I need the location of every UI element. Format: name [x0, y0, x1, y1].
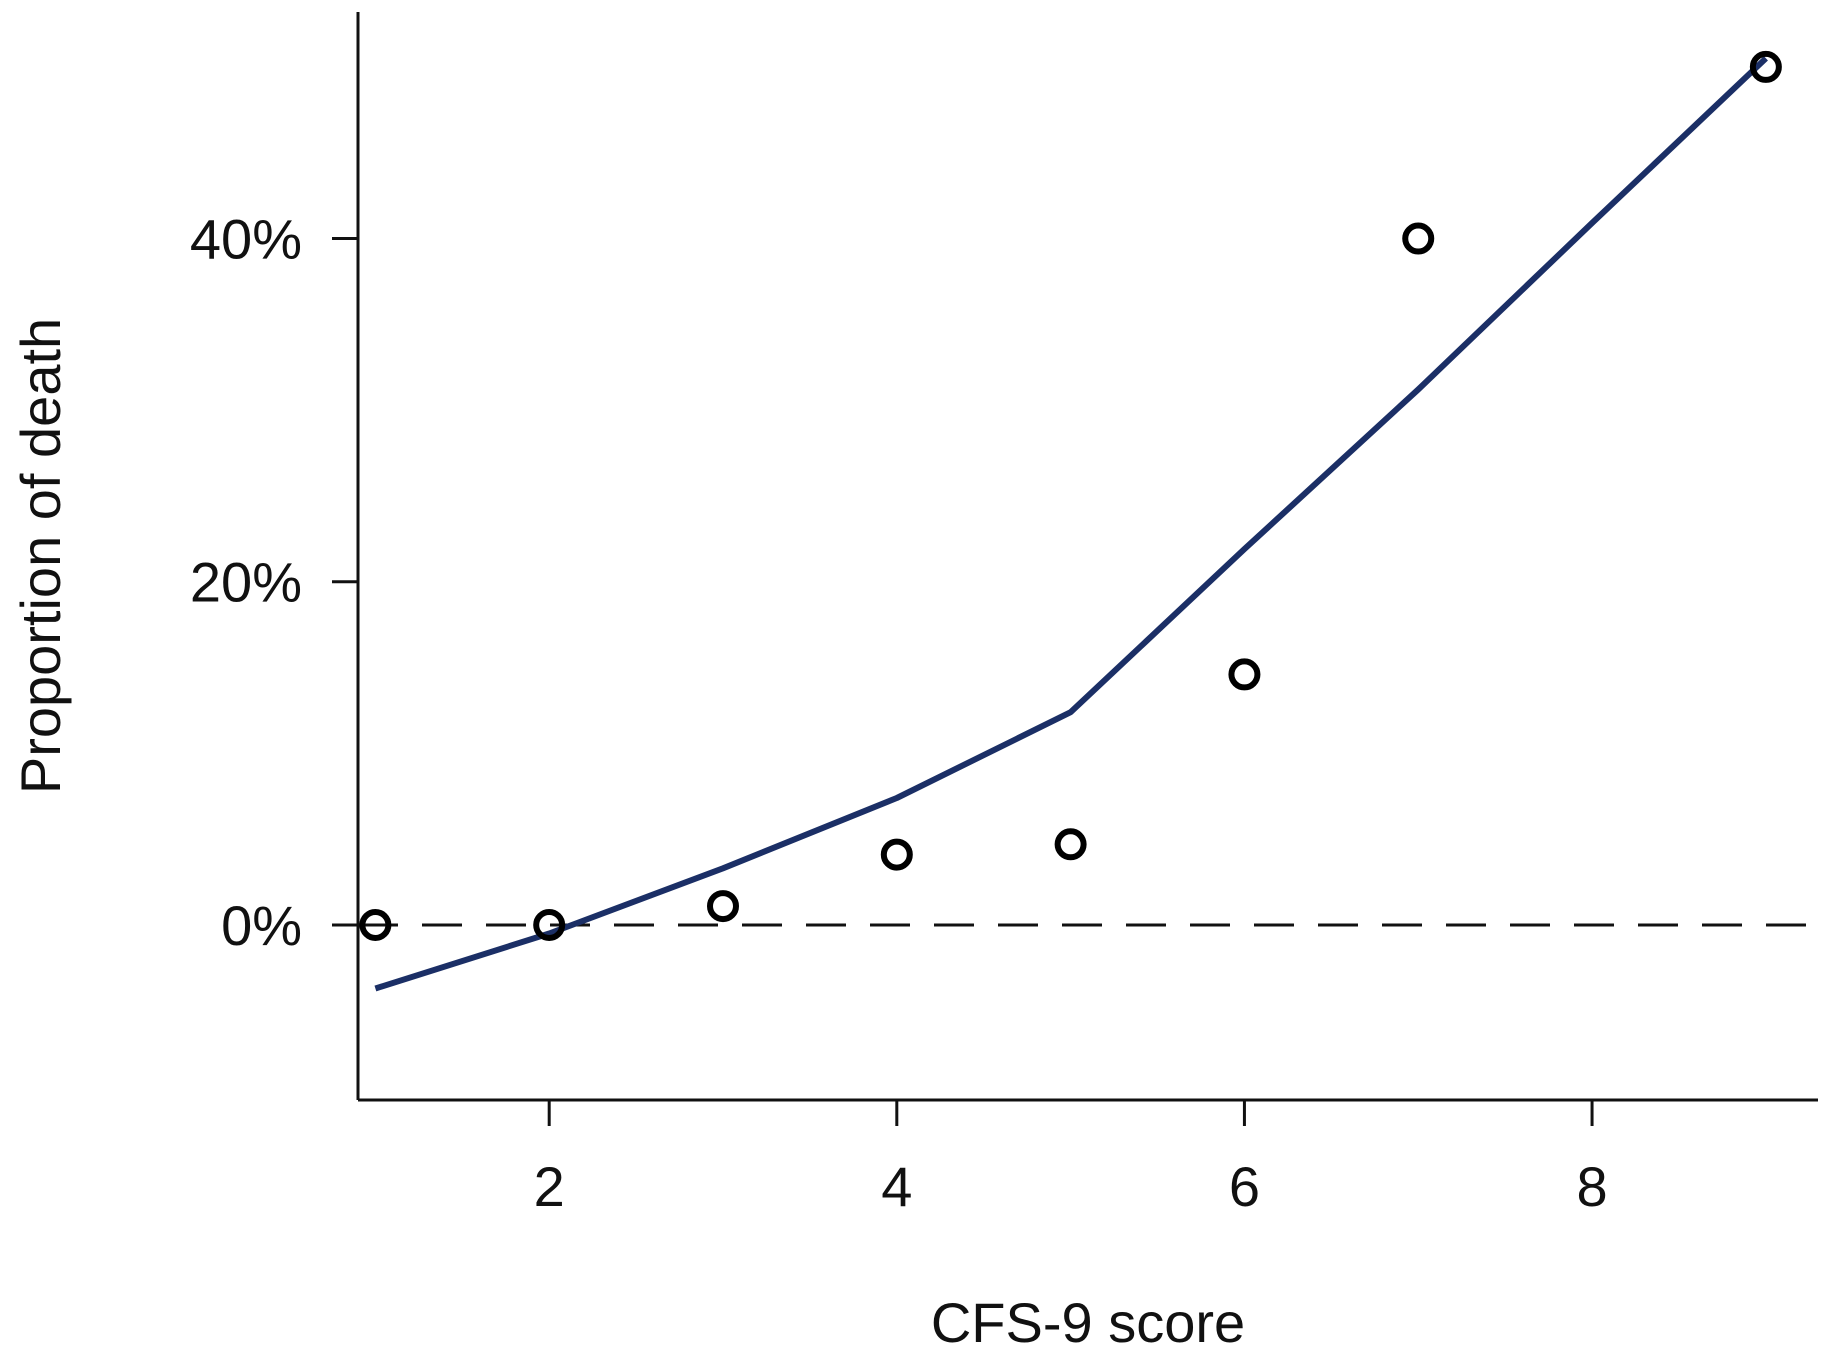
- y-tick-label: 20%: [190, 551, 302, 614]
- data-point: [1228, 658, 1261, 691]
- data-point: [533, 908, 566, 941]
- data-point: [880, 838, 913, 871]
- y-axis-title: Proportion of death: [9, 318, 72, 794]
- axis-ticks: 2 4 6 8 0% 20% 40%: [190, 208, 1608, 1218]
- y-tick-label: 0%: [221, 894, 302, 957]
- data-point: [359, 908, 392, 941]
- data-point: [707, 890, 739, 923]
- axes: [356, 12, 1818, 1102]
- fitted-line-layer: [374, 56, 1768, 992]
- x-tick-label: 4: [881, 1155, 912, 1218]
- x-tick-label: 2: [534, 1155, 565, 1218]
- data-point: [1054, 828, 1087, 861]
- data-point: [1402, 222, 1435, 255]
- fitted-line: [374, 56, 1768, 992]
- x-tick-label: 6: [1229, 1155, 1260, 1218]
- x-tick-label: 8: [1576, 1155, 1607, 1218]
- data-points-layer: [359, 50, 1782, 941]
- data-point: [1749, 50, 1782, 83]
- x-axis-title: CFS-9 score: [931, 1291, 1245, 1354]
- y-tick-label: 40%: [190, 208, 302, 271]
